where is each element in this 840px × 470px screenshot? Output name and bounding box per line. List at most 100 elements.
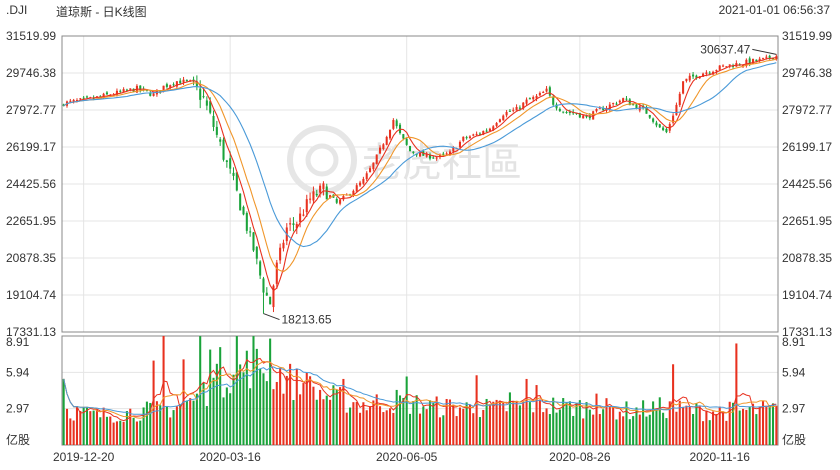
price-tick-right: 17331.13 [782,325,832,339]
price-axis-left: 31519.99 29746.38 27972.77 26199.17 24425.56… [6,29,56,339]
volume-bar [209,349,212,445]
volume-bar [62,378,65,445]
volume-bar [262,373,265,445]
candle [252,232,255,252]
volume-bar [722,411,725,445]
price-tick-left: 24425.56 [6,177,56,191]
ma10-line [63,58,777,273]
volume-bar [309,376,312,445]
volume-bar [662,412,665,445]
candle [465,135,468,140]
candle [219,137,222,146]
volume-bar [508,392,511,445]
candle [645,105,648,114]
moving-averages [63,57,777,292]
volume-tick-left: 8.91 [6,335,30,349]
volume-bar [705,410,708,445]
candle [692,72,695,80]
volume-bar [725,420,728,445]
candle [672,113,675,125]
candle [675,102,678,116]
volume-bar [515,400,518,445]
candle [282,239,285,252]
candle [272,284,275,313]
volume-bar [132,417,135,445]
candle [302,209,305,217]
volume-bar [332,385,335,445]
candle [369,166,372,173]
volume-bar [369,406,372,445]
volume-bar [129,408,132,445]
volume-bar [189,398,192,445]
candle [488,127,491,132]
candle [428,152,432,161]
volume-bar [605,398,608,445]
candle [362,176,365,185]
candle [502,114,505,121]
candle [165,82,168,89]
volume-bar [239,364,242,445]
volume-bar [545,408,548,445]
candle [435,156,438,161]
volume-bar [512,400,515,445]
volume-bar [735,343,738,445]
volume-bar [665,418,668,445]
volume-bar [329,399,332,445]
candle [732,63,735,69]
candle [375,154,378,165]
volume-bar [532,412,535,445]
volume-bar [675,411,678,445]
volume-bar [319,389,322,445]
volume-bar [548,414,551,445]
volume-bar [525,378,528,445]
volume-bar [445,398,448,445]
volume-bar [745,409,748,445]
volume-bar [425,409,428,445]
volume-bar [478,417,481,445]
volume-unit-right: 亿股 [782,432,806,447]
volume-bar [495,399,498,445]
volume-bar [232,374,235,445]
candle [235,172,238,192]
volume-bar [69,418,72,445]
candle [395,118,398,129]
volume-bar [92,410,95,445]
candle [379,145,382,155]
volume-bar [175,406,178,445]
volume-bar [289,363,292,445]
volume-bar [648,414,651,445]
volume-bar [395,389,398,445]
volume-bar [438,417,442,445]
volume-bar [522,401,525,445]
volume-bar [412,400,415,445]
candle [122,87,125,93]
candle [215,120,218,138]
candle [532,95,535,102]
volume-bar [678,400,681,445]
candle [269,296,272,305]
volume-tick-right: 8.91 [782,335,806,349]
candle [528,97,531,100]
candle [265,287,268,296]
volume-bar [295,369,298,445]
volume-bar [219,347,222,445]
candle [82,95,85,100]
candle [595,108,598,113]
volume-bar [82,406,85,445]
candle [212,110,215,132]
volume-bar [95,409,98,445]
candle [372,162,375,172]
date-axis: 2019-12-20 2020-03-16 2020-06-05 2020-08-26… [53,450,750,464]
volume-bar [528,402,531,445]
volume-bar [618,411,621,445]
price-tick-right: 22651.95 [782,214,832,228]
volume-bar [672,364,675,445]
date-tick: 2020-11-16 [689,450,750,464]
volume-bar [398,395,402,445]
volume-bar [488,405,491,445]
volume-tick-right: 2.97 [782,402,806,416]
volume-bar [382,412,385,445]
volume-bar [179,404,182,445]
candle [72,98,75,104]
